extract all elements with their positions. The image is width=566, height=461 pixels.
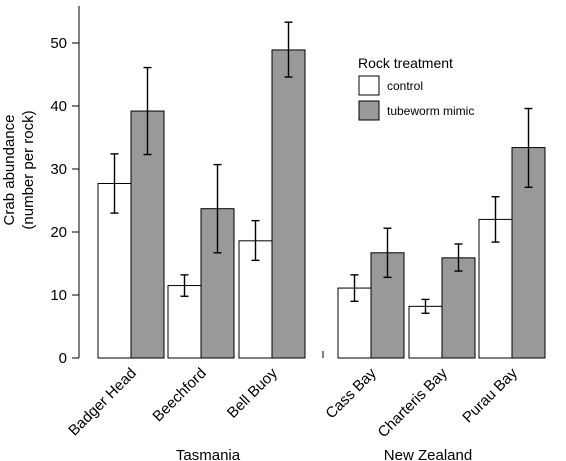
bar-cass-bay-tubeworm-mimic [370, 252, 405, 359]
x-tick-label: Charteris Bay [375, 364, 452, 441]
y-axis-label-line2: (number per rock) [20, 110, 37, 229]
bar-beechford-control [167, 285, 202, 359]
x-tick-label: Cass Bay [322, 364, 380, 422]
legend-label-tubeworm-mimic: tubeworm mimic [387, 104, 474, 118]
legend-label-control: control [387, 79, 423, 93]
x-tick-label: Badger Head [65, 365, 140, 440]
bars [97, 21, 546, 359]
legend: Rock treatment control tubeworm mimic [358, 55, 474, 121]
y-tick-label: 10 [50, 287, 67, 304]
bar-charteris-bay-control [408, 305, 443, 359]
y-tick-label: 40 [50, 98, 67, 115]
y-tick-label: 50 [50, 35, 67, 52]
y-axis: 0 10 20 30 40 50 [50, 6, 80, 367]
bar-bell-buoy-tubeworm-mimic [271, 49, 306, 359]
y-tick-label: 30 [50, 161, 67, 178]
group-label: Tasmania [176, 447, 241, 461]
y-axis-label-line1: Crab abundance [1, 115, 18, 226]
legend-title: Rock treatment [358, 55, 453, 71]
x-tick-label: Bell Buoy [224, 364, 281, 421]
group-label: New Zealand [384, 447, 472, 461]
y-tick-label: 0 [59, 350, 67, 367]
x-tick-label: Purau Bay [459, 364, 521, 426]
legend-swatch-tubeworm-mimic [358, 100, 380, 121]
y-tick-label: 20 [50, 224, 67, 241]
x-tick-label: Beechford [149, 365, 209, 425]
legend-swatch-control [358, 75, 380, 96]
x-axis: Badger Head Beechford Bell Buoy Tasmania Cas… [65, 351, 521, 461]
bar-charteris-bay-tubeworm-mimic [441, 257, 476, 359]
